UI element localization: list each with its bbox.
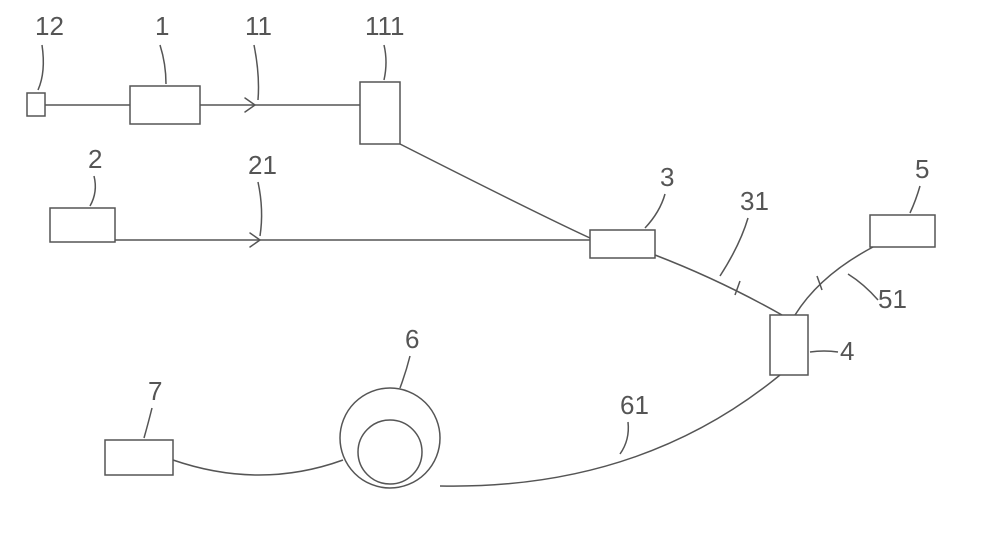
circle-6-inner	[358, 420, 422, 484]
leader-L31	[720, 218, 748, 276]
leader-L2	[90, 176, 95, 206]
label-L21: 21	[248, 150, 277, 180]
leader-L12	[38, 45, 43, 90]
label-L7: 7	[148, 376, 162, 406]
leader-L11	[254, 45, 259, 100]
leader-L4	[810, 351, 838, 352]
box-b2	[50, 208, 115, 242]
diagram-canvas: 1211111122133155146167	[0, 0, 1000, 550]
leader-L51	[848, 274, 878, 300]
leader-L7	[144, 408, 152, 438]
box-b111	[360, 82, 400, 144]
leader-L6	[400, 356, 410, 388]
box-b7	[105, 440, 173, 475]
label-L1: 1	[155, 11, 169, 41]
label-L3: 3	[660, 162, 674, 192]
leader-L21	[258, 182, 262, 236]
curve-c_5_4	[795, 247, 873, 315]
label-L6: 6	[405, 324, 419, 354]
leader-L61	[620, 422, 628, 454]
curve-c_3_4a	[655, 255, 782, 315]
curve-c_6_7	[173, 460, 343, 475]
box-b4	[770, 315, 808, 375]
label-L51: 51	[878, 284, 907, 314]
leader-L5	[910, 186, 920, 213]
circle-6-outer	[340, 388, 440, 488]
box-b3	[590, 230, 655, 258]
curve-c_4_61	[440, 375, 780, 486]
label-L4: 4	[840, 336, 854, 366]
label-L111: 111	[365, 11, 405, 41]
leader-L1	[160, 45, 166, 84]
label-L2: 2	[88, 144, 102, 174]
box-b1	[130, 86, 200, 124]
label-L12: 12	[35, 11, 64, 41]
leader-L3	[645, 194, 665, 228]
box-b5	[870, 215, 935, 247]
label-L5: 5	[915, 154, 929, 184]
label-L31: 31	[740, 186, 769, 216]
curve-c_111_3	[400, 144, 590, 238]
box-b12	[27, 93, 45, 116]
leader-L111	[384, 45, 386, 80]
label-L11: 11	[245, 11, 272, 41]
label-L61: 61	[620, 390, 649, 420]
